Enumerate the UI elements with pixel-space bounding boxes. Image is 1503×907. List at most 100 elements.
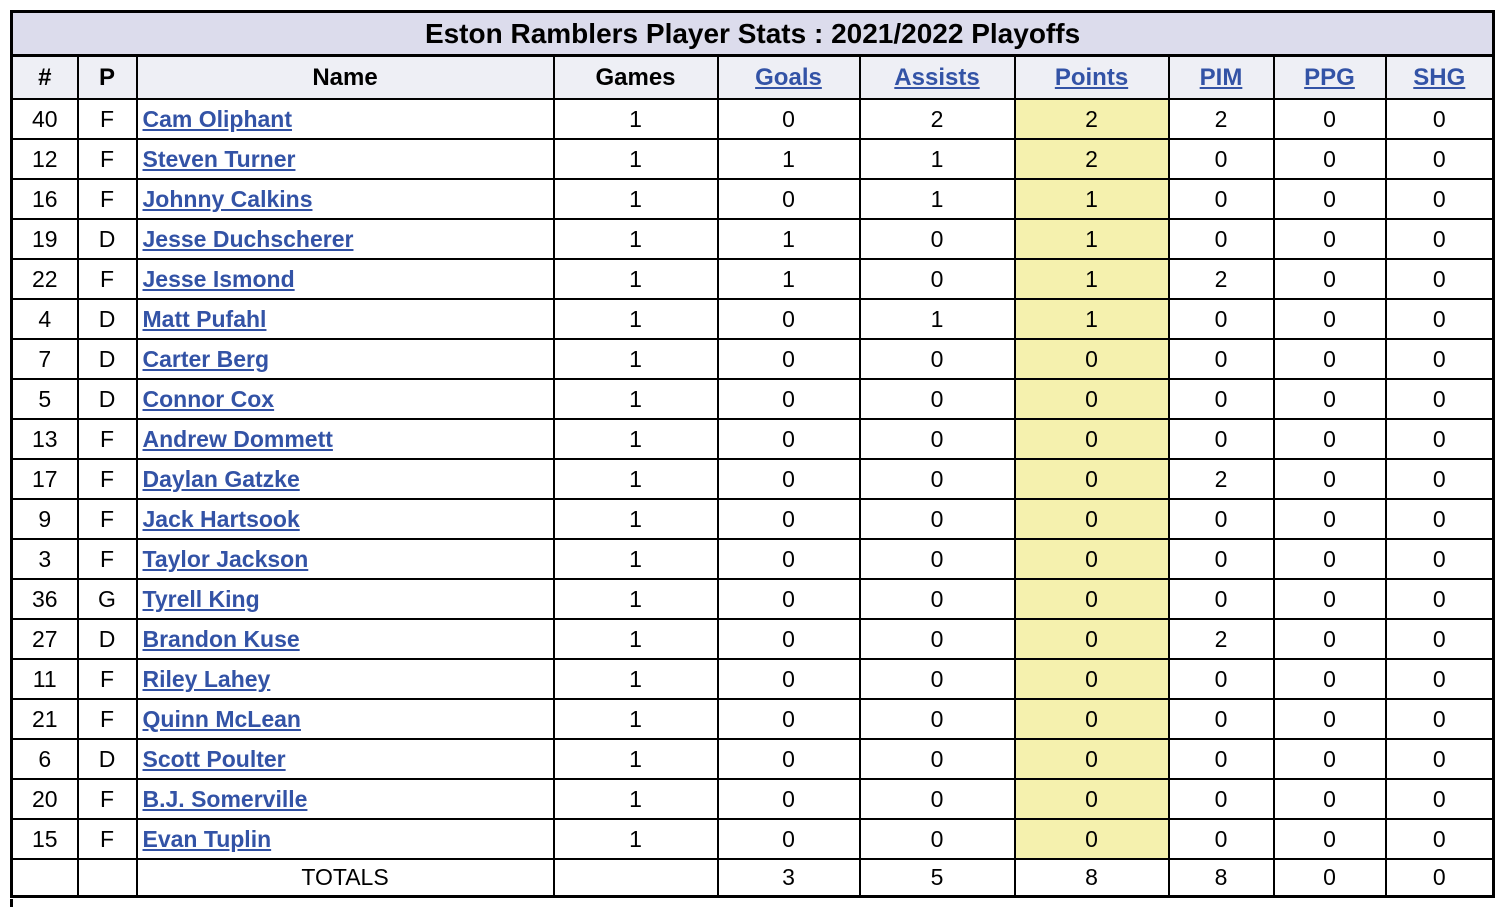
sort-link-assists[interactable]: Assists: [894, 63, 980, 91]
cell-pos: F: [76, 538, 138, 580]
cell-points: 0: [1013, 618, 1170, 660]
cell-ppg: 0: [1272, 578, 1387, 620]
cell-goals: 0: [716, 818, 861, 860]
cell-num: 12: [10, 138, 79, 180]
cell-ppg: 0: [1272, 338, 1387, 380]
cell-pos: D: [76, 738, 138, 780]
table-row: 27 D Brandon Kuse 1 0 0 0 2 0 0: [10, 618, 1495, 660]
column-header-games: Games: [552, 54, 719, 100]
totals-row: TOTALS 3 5 8 8 0 0: [10, 858, 1495, 898]
sort-link-goals[interactable]: Goals: [755, 63, 822, 91]
player-name-link[interactable]: Connor Cox: [142, 385, 275, 412]
cell-games: 1: [552, 378, 719, 420]
totals-pim: 8: [1167, 858, 1275, 898]
cell-assists: 0: [858, 258, 1016, 300]
player-name-link[interactable]: Carter Berg: [142, 345, 270, 372]
cell-num: 20: [10, 778, 79, 820]
cell-points: 1: [1013, 178, 1170, 220]
cell-num: 9: [10, 498, 79, 540]
cell-pim: 0: [1167, 218, 1275, 260]
cell-pos: D: [76, 338, 138, 380]
cell-pim: 2: [1167, 458, 1275, 500]
cell-games: 1: [552, 338, 719, 380]
table-row: 40 F Cam Oliphant 1 0 2 2 2 0 0: [10, 98, 1495, 140]
player-stats-table: Eston Ramblers Player Stats : 2021/2022 …: [10, 10, 1496, 898]
sort-link-shg[interactable]: SHG: [1413, 63, 1466, 91]
player-name-link[interactable]: Riley Lahey: [142, 665, 271, 692]
player-name-link[interactable]: Cam Oliphant: [142, 105, 293, 132]
table-row: 15 F Evan Tuplin 1 0 0 0 0 0 0: [10, 818, 1495, 860]
cell-ppg: 0: [1272, 458, 1387, 500]
player-name-link[interactable]: Johnny Calkins: [142, 185, 313, 212]
player-name-link[interactable]: Evan Tuplin: [142, 825, 272, 852]
player-name-link[interactable]: Taylor Jackson: [142, 545, 309, 572]
sort-link-pim[interactable]: PIM: [1199, 63, 1243, 91]
cell-assists: 0: [858, 458, 1016, 500]
cell-num: 7: [10, 338, 79, 380]
cell-assists: 0: [858, 578, 1016, 620]
cell-games: 1: [552, 818, 719, 860]
cell-shg: 0: [1384, 778, 1495, 820]
player-name-link[interactable]: Jack Hartsook: [142, 505, 300, 532]
cell-goals: 0: [716, 778, 861, 820]
table-row: 16 F Johnny Calkins 1 0 1 1 0 0 0: [10, 178, 1495, 220]
cell-ppg: 0: [1272, 218, 1387, 260]
cell-ppg: 0: [1272, 618, 1387, 660]
cell-pim: 0: [1167, 538, 1275, 580]
player-name-link[interactable]: Matt Pufahl: [142, 305, 267, 332]
cell-goals: 0: [716, 378, 861, 420]
cell-pos: F: [76, 658, 138, 700]
player-name-link[interactable]: Steven Turner: [142, 145, 296, 172]
player-name-link[interactable]: Daylan Gatzke: [142, 465, 300, 492]
cell-name: Tyrell King: [135, 578, 555, 620]
cell-pim: 0: [1167, 818, 1275, 860]
cell-shg: 0: [1384, 138, 1495, 180]
cell-name: Quinn McLean: [135, 698, 555, 740]
cell-name: Daylan Gatzke: [135, 458, 555, 500]
cell-ppg: 0: [1272, 778, 1387, 820]
totals-shg: 0: [1384, 858, 1495, 898]
sort-link-ppg[interactable]: PPG: [1304, 63, 1355, 91]
table-row: 4 D Matt Pufahl 1 0 1 1 0 0 0: [10, 298, 1495, 340]
table-row: 17 F Daylan Gatzke 1 0 0 0 2 0 0: [10, 458, 1495, 500]
cell-shg: 0: [1384, 538, 1495, 580]
table-row: 11 F Riley Lahey 1 0 0 0 0 0 0: [10, 658, 1495, 700]
cell-num: 27: [10, 618, 79, 660]
player-name-link[interactable]: Brandon Kuse: [142, 625, 300, 652]
player-name-link[interactable]: Scott Poulter: [142, 745, 286, 772]
cell-shg: 0: [1384, 658, 1495, 700]
player-name-link[interactable]: B.J. Somerville: [142, 785, 308, 812]
column-header-pos: P: [76, 54, 138, 100]
cell-ppg: 0: [1272, 698, 1387, 740]
player-name-link[interactable]: Quinn McLean: [142, 705, 301, 732]
cell-assists: 1: [858, 178, 1016, 220]
player-name-link[interactable]: Tyrell King: [142, 585, 260, 612]
cell-games: 1: [552, 298, 719, 340]
cell-points: 0: [1013, 338, 1170, 380]
cell-games: 1: [552, 538, 719, 580]
cell-name: Taylor Jackson: [135, 538, 555, 580]
cell-pim: 0: [1167, 498, 1275, 540]
player-name-link[interactable]: Jesse Duchscherer: [142, 225, 354, 252]
sort-link-points[interactable]: Points: [1054, 63, 1129, 91]
player-name-link[interactable]: Andrew Dommett: [142, 425, 333, 452]
cell-games: 1: [552, 258, 719, 300]
cell-games: 1: [552, 418, 719, 460]
table-row: 7 D Carter Berg 1 0 0 0 0 0 0: [10, 338, 1495, 380]
player-name-link[interactable]: Jesse Ismond: [142, 265, 295, 292]
cell-games: 1: [552, 138, 719, 180]
cell-games: 1: [552, 98, 719, 140]
table-row: 22 F Jesse Ismond 1 1 0 1 2 0 0: [10, 258, 1495, 300]
cell-num: 15: [10, 818, 79, 860]
cell-assists: 0: [858, 338, 1016, 380]
cell-shg: 0: [1384, 418, 1495, 460]
cell-pos: D: [76, 218, 138, 260]
cell-shg: 0: [1384, 578, 1495, 620]
cell-num: 6: [10, 738, 79, 780]
cell-name: Riley Lahey: [135, 658, 555, 700]
column-header-shg: SHG: [1384, 54, 1495, 100]
cell-assists: 0: [858, 418, 1016, 460]
cell-shg: 0: [1384, 738, 1495, 780]
column-header-goals: Goals: [716, 54, 861, 100]
cell-games: 1: [552, 698, 719, 740]
